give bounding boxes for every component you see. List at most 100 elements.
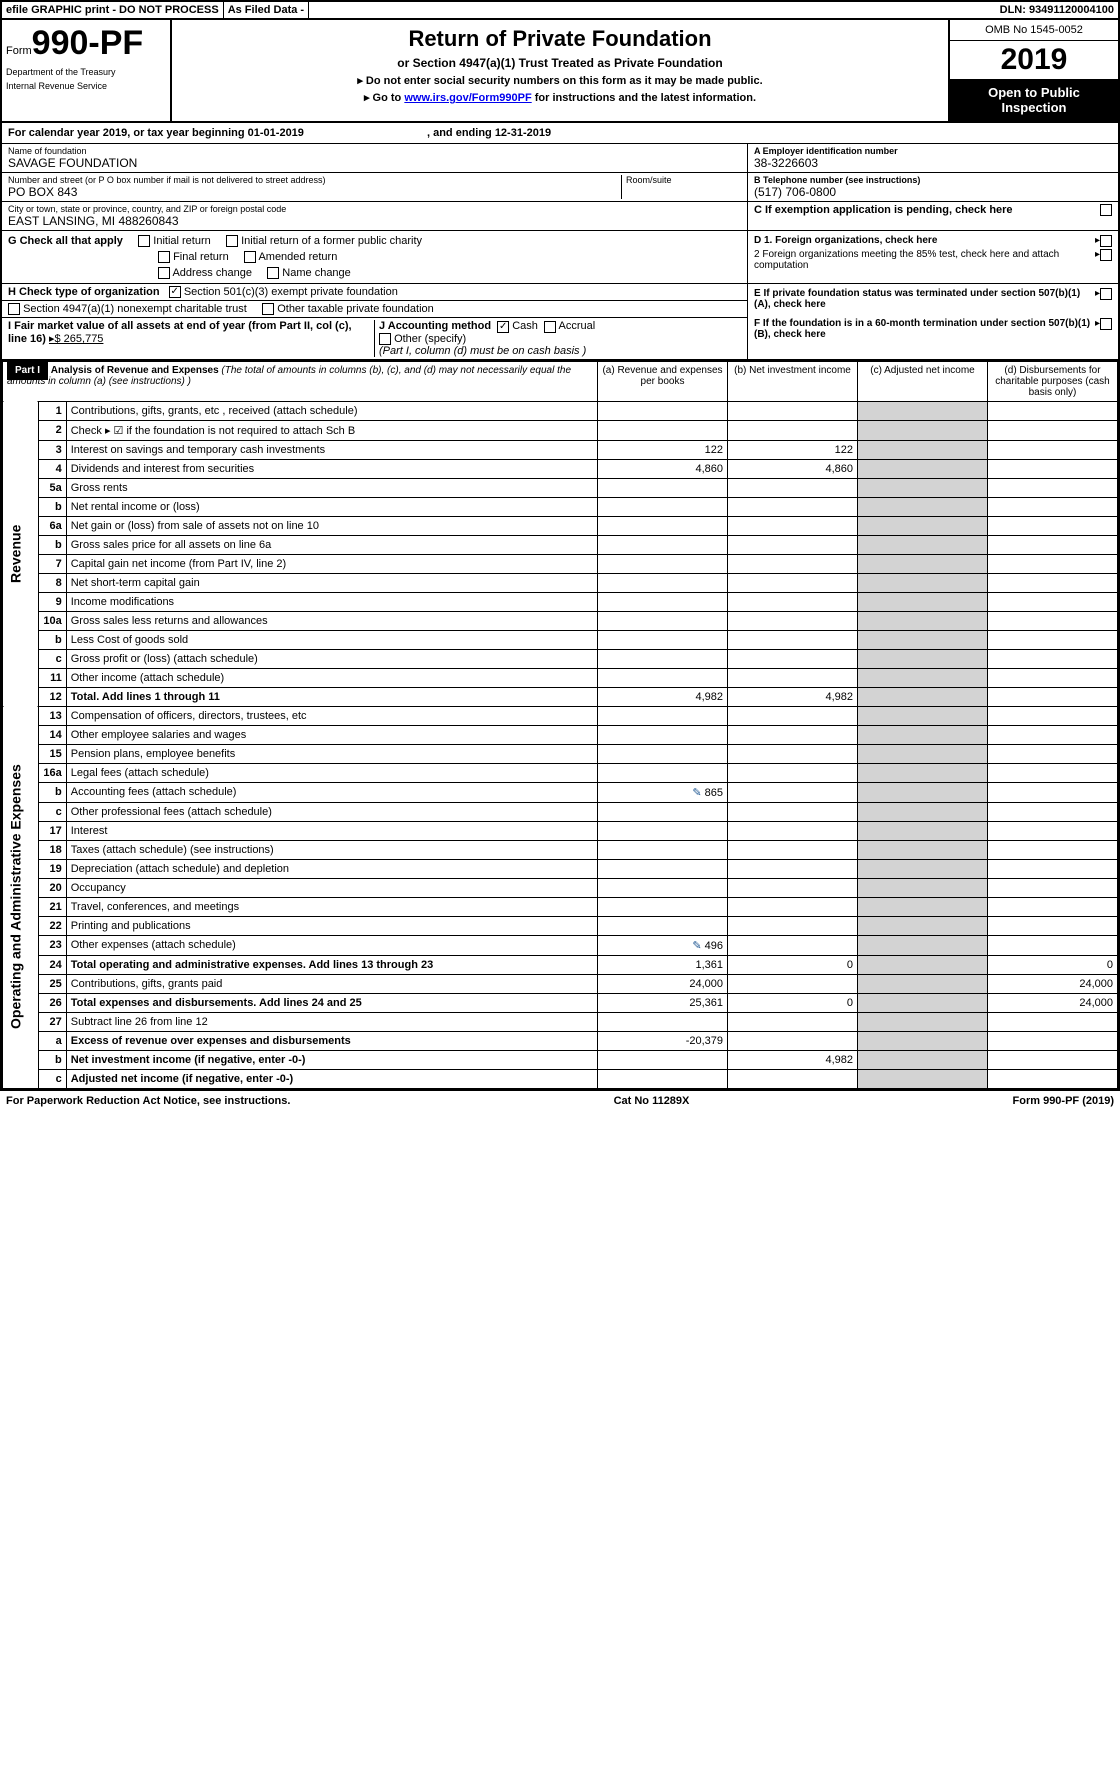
table-row: bLess Cost of goods sold — [3, 630, 1118, 649]
row-number: 15 — [38, 744, 66, 763]
col-b-value: 0 — [728, 993, 858, 1012]
attach-icon[interactable]: ✎ — [692, 787, 701, 799]
col-b-value — [728, 859, 858, 878]
col-b-value — [728, 782, 858, 802]
col-b-value — [728, 878, 858, 897]
c-label: C If exemption application is pending, c… — [754, 204, 1013, 216]
col-c-value — [858, 935, 988, 955]
col-b-value: 122 — [728, 440, 858, 459]
row-desc: Taxes (attach schedule) (see instruction… — [66, 840, 597, 859]
row-desc: Total expenses and disbursements. Add li… — [66, 993, 597, 1012]
col-d-value — [988, 1031, 1118, 1050]
h-501c3-checkbox[interactable]: ✓ — [169, 286, 181, 298]
col-a-value — [598, 878, 728, 897]
col-c-value — [858, 840, 988, 859]
col-b-value — [728, 516, 858, 535]
g-address-checkbox[interactable] — [158, 267, 170, 279]
col-b-value — [728, 840, 858, 859]
j-accrual-checkbox[interactable] — [544, 321, 556, 333]
g-former-checkbox[interactable] — [226, 235, 238, 247]
col-a-value — [598, 1069, 728, 1088]
col-a-header: (a) Revenue and expenses per books — [598, 361, 728, 401]
row-number: 26 — [38, 993, 66, 1012]
row-desc: Subtract line 26 from line 12 — [66, 1012, 597, 1031]
row-number: 8 — [38, 573, 66, 592]
col-d-value: 0 — [988, 955, 1118, 974]
row-desc: Other expenses (attach schedule) — [66, 935, 597, 955]
col-a-value: 24,000 — [598, 974, 728, 993]
g-initial-checkbox[interactable] — [138, 235, 150, 247]
table-row: 23Other expenses (attach schedule)✎ 496 — [3, 935, 1118, 955]
c-checkbox[interactable] — [1100, 204, 1112, 216]
row-desc: Net gain or (loss) from sale of assets n… — [66, 516, 597, 535]
col-d-value — [988, 573, 1118, 592]
col-d-value — [988, 401, 1118, 420]
irs-link[interactable]: www.irs.gov/Form990PF — [404, 92, 531, 104]
col-b-value — [728, 821, 858, 840]
row-number: 3 — [38, 440, 66, 459]
col-c-value — [858, 878, 988, 897]
table-row: 20Occupancy — [3, 878, 1118, 897]
row-number: 24 — [38, 955, 66, 974]
g-final-checkbox[interactable] — [158, 251, 170, 263]
h-other-checkbox[interactable] — [262, 303, 274, 315]
city-c-row: City or town, state or province, country… — [2, 202, 1118, 231]
col-d-value — [988, 420, 1118, 440]
row-number: b — [38, 497, 66, 516]
row-number: b — [38, 535, 66, 554]
col-a-value: 25,361 — [598, 993, 728, 1012]
col-d-value — [988, 878, 1118, 897]
row-desc: Total. Add lines 1 through 11 — [66, 687, 597, 706]
col-c-value — [858, 1031, 988, 1050]
tel-value: (517) 706-0800 — [754, 185, 1112, 199]
table-row: bAccounting fees (attach schedule)✎ 865 — [3, 782, 1118, 802]
row-number: 10a — [38, 611, 66, 630]
f-checkbox[interactable] — [1100, 318, 1112, 330]
j-other-checkbox[interactable] — [379, 333, 391, 345]
col-c-value — [858, 1012, 988, 1031]
col-a-value — [598, 916, 728, 935]
table-row: 21Travel, conferences, and meetings — [3, 897, 1118, 916]
col-b-value: 0 — [728, 955, 858, 974]
row-desc: Gross sales less returns and allowances — [66, 611, 597, 630]
col-b-value: 4,982 — [728, 1050, 858, 1069]
name-label: Name of foundation — [8, 146, 741, 156]
col-b-value — [728, 974, 858, 993]
row-number: a — [38, 1031, 66, 1050]
row-number: 5a — [38, 478, 66, 497]
row-desc: Travel, conferences, and meetings — [66, 897, 597, 916]
attach-icon[interactable]: ✎ — [692, 940, 701, 952]
expenses-label: Operating and Administrative Expenses — [3, 706, 39, 1088]
table-row: 12Total. Add lines 1 through 114,9824,98… — [3, 687, 1118, 706]
j-cash-checkbox[interactable]: ✓ — [497, 321, 509, 333]
table-row: cOther professional fees (attach schedul… — [3, 802, 1118, 821]
col-d-value — [988, 706, 1118, 725]
row-number: c — [38, 649, 66, 668]
col-a-value — [598, 821, 728, 840]
g-name-checkbox[interactable] — [267, 267, 279, 279]
note-link: ▸ Go to www.irs.gov/Form990PF for instru… — [178, 91, 942, 104]
col-c-value — [858, 420, 988, 440]
col-b-value — [728, 706, 858, 725]
row-number: 17 — [38, 821, 66, 840]
col-d-value — [988, 763, 1118, 782]
col-c-value — [858, 687, 988, 706]
col-b-value — [728, 1031, 858, 1050]
omb-label: OMB No 1545-0052 — [950, 20, 1118, 41]
footer: For Paperwork Reduction Act Notice, see … — [0, 1091, 1120, 1111]
d2-checkbox[interactable] — [1100, 249, 1112, 261]
table-row: 6aNet gain or (loss) from sale of assets… — [3, 516, 1118, 535]
g-amended-checkbox[interactable] — [244, 251, 256, 263]
e-checkbox[interactable] — [1100, 288, 1112, 300]
col-d-value — [988, 744, 1118, 763]
col-c-value — [858, 459, 988, 478]
col-b-value — [728, 497, 858, 516]
row-number: b — [38, 782, 66, 802]
row-number: b — [38, 1050, 66, 1069]
table-row: cGross profit or (loss) (attach schedule… — [3, 649, 1118, 668]
col-b-value — [728, 1012, 858, 1031]
col-a-value: -20,379 — [598, 1031, 728, 1050]
h-4947-checkbox[interactable] — [8, 303, 20, 315]
d1-checkbox[interactable] — [1100, 235, 1112, 247]
row-desc: Net short-term capital gain — [66, 573, 597, 592]
